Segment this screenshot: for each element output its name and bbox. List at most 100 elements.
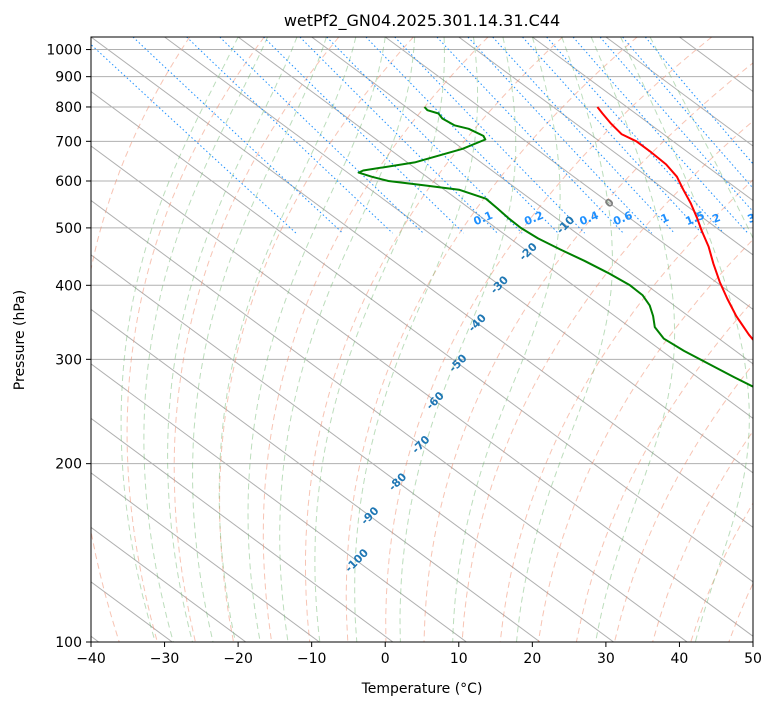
isotherm-label: -20	[517, 240, 540, 263]
isotherm-line	[91, 145, 753, 637]
x-tick-label: −20	[223, 651, 253, 667]
mixing-ratio-label: 0.2	[522, 209, 545, 228]
isotherm-label: -100	[342, 546, 371, 575]
x-tick-label: −30	[150, 651, 180, 667]
y-tick-label: 400	[55, 278, 82, 294]
grid	[91, 37, 753, 642]
dry-adiabat-line	[499, 179, 753, 642]
isotherm-line	[164, 37, 753, 474]
isotherm-line	[91, 199, 688, 642]
moist-adiabat-line	[649, 37, 753, 240]
y-axis-label: Pressure (hPa)	[12, 290, 28, 390]
x-axis-label: Temperature (°C)	[361, 681, 483, 697]
isotherm-label: -40	[466, 311, 489, 334]
isotherm-label: -30	[488, 273, 511, 296]
dry-adiabat-line	[219, 37, 414, 642]
y-tick-label: 200	[55, 457, 82, 473]
moist-adiabat-line	[120, 37, 239, 642]
isotherm-line	[91, 472, 320, 642]
reference-line-labels: -100-90-80-70-60-50-40-30-20-1000.1 0.2 0.…	[342, 60, 775, 575]
mixing-ratio-line	[326, 37, 523, 234]
mixing-ratio-label: 0.1	[472, 209, 495, 228]
moist-adiabat-line	[452, 37, 561, 642]
dry-adiabat-line	[345, 37, 638, 642]
isotherm-line	[679, 37, 753, 93]
isotherm-line	[91, 363, 467, 642]
dry-adiabat-line	[461, 120, 753, 642]
y-tick-label: 800	[55, 100, 82, 116]
axes: −40 −30 −20 −10 0 10 20 30 40 5010020030040050060…	[46, 43, 762, 667]
dry-adiabat-line	[262, 37, 489, 642]
mixing-ratio-label: 3	[746, 211, 758, 226]
mixing-ratio-line	[394, 37, 585, 234]
y-tick-label: 100	[55, 635, 82, 651]
temperature-profile-line	[596, 106, 753, 342]
mixing-ratio-line	[522, 37, 702, 234]
dry-adiabat-line	[652, 430, 753, 642]
dewpoint-profile-line	[357, 106, 753, 388]
isotherm-line	[91, 526, 247, 642]
plot-area: -100-90-80-70-60-50-40-30-20-1000.1 0.2 0.…	[91, 37, 775, 642]
isotherm-label: -90	[358, 504, 381, 527]
dry-adiabat-line	[126, 37, 265, 642]
mixing-ratio-label: 1	[659, 211, 671, 226]
moist-adiabat-line	[143, 37, 268, 642]
mixing-ratio-line	[132, 37, 344, 234]
y-tick-label: 700	[55, 134, 82, 150]
isotherm-line	[91, 308, 541, 642]
dry-adiabats	[91, 37, 775, 642]
moist-adiabat-line	[354, 37, 479, 642]
isotherm-line	[532, 37, 753, 202]
isotherm-line	[458, 37, 753, 256]
mixing-ratio-line	[219, 37, 424, 234]
isotherm-line	[91, 37, 753, 528]
isotherm-line	[91, 254, 614, 642]
dry-adiabat-line	[91, 37, 191, 642]
moist-adiabat-line	[590, 37, 676, 642]
y-tick-label: 1000	[46, 43, 82, 59]
mixing-ratio-line	[263, 37, 465, 234]
mixing-ratio-lines	[91, 37, 753, 234]
mixing-ratio-label: 0.4	[578, 209, 601, 228]
dry-adiabat-line	[690, 502, 753, 642]
x-tick-label: 50	[744, 651, 762, 667]
moist-adiabat-line	[399, 37, 517, 642]
mixing-ratio-line	[467, 37, 653, 234]
mixing-ratio-line	[365, 37, 559, 234]
x-tick-label: 30	[597, 651, 615, 667]
y-tick-label: 500	[55, 221, 82, 237]
isotherm-line	[752, 37, 753, 38]
moist-adiabat-line	[516, 37, 613, 642]
isotherm-label: 0	[602, 195, 617, 210]
dry-adiabat-line	[305, 37, 563, 642]
y-tick-label: 300	[55, 352, 82, 368]
mixing-ratio-line	[599, 37, 753, 213]
dry-adiabat-label: 20	[767, 123, 775, 143]
isotherm-line	[91, 90, 753, 583]
x-tick-label: 10	[450, 651, 468, 667]
x-tick-label: 20	[523, 651, 541, 667]
dry-adiabat-line	[767, 37, 775, 642]
isotherm-line	[237, 37, 753, 420]
x-tick-label: 0	[381, 651, 390, 667]
dry-adiabat-label: 30	[758, 87, 775, 107]
mixing-ratio-line	[572, 37, 749, 234]
moist-adiabat-line	[247, 37, 386, 642]
moist-adiabat-line	[314, 37, 445, 642]
sounding-series	[357, 106, 753, 388]
mixing-ratio-line	[186, 37, 393, 234]
plot-frame	[90, 36, 754, 643]
mixing-ratio-label: 4	[771, 211, 775, 226]
y-tick-label: 600	[55, 174, 82, 190]
isotherm-line	[91, 417, 394, 642]
isotherm-label: -60	[424, 389, 447, 412]
isotherm-label: -10	[554, 213, 577, 236]
dry-adiabat-label: 40	[766, 60, 775, 80]
moist-adiabat-line	[192, 37, 327, 642]
mixing-ratio-line	[492, 37, 675, 234]
isotherm-label: -70	[409, 433, 432, 456]
isotherm-line	[311, 37, 753, 365]
moist-adiabat-line	[279, 37, 416, 642]
moist-adiabat-line	[218, 37, 357, 642]
